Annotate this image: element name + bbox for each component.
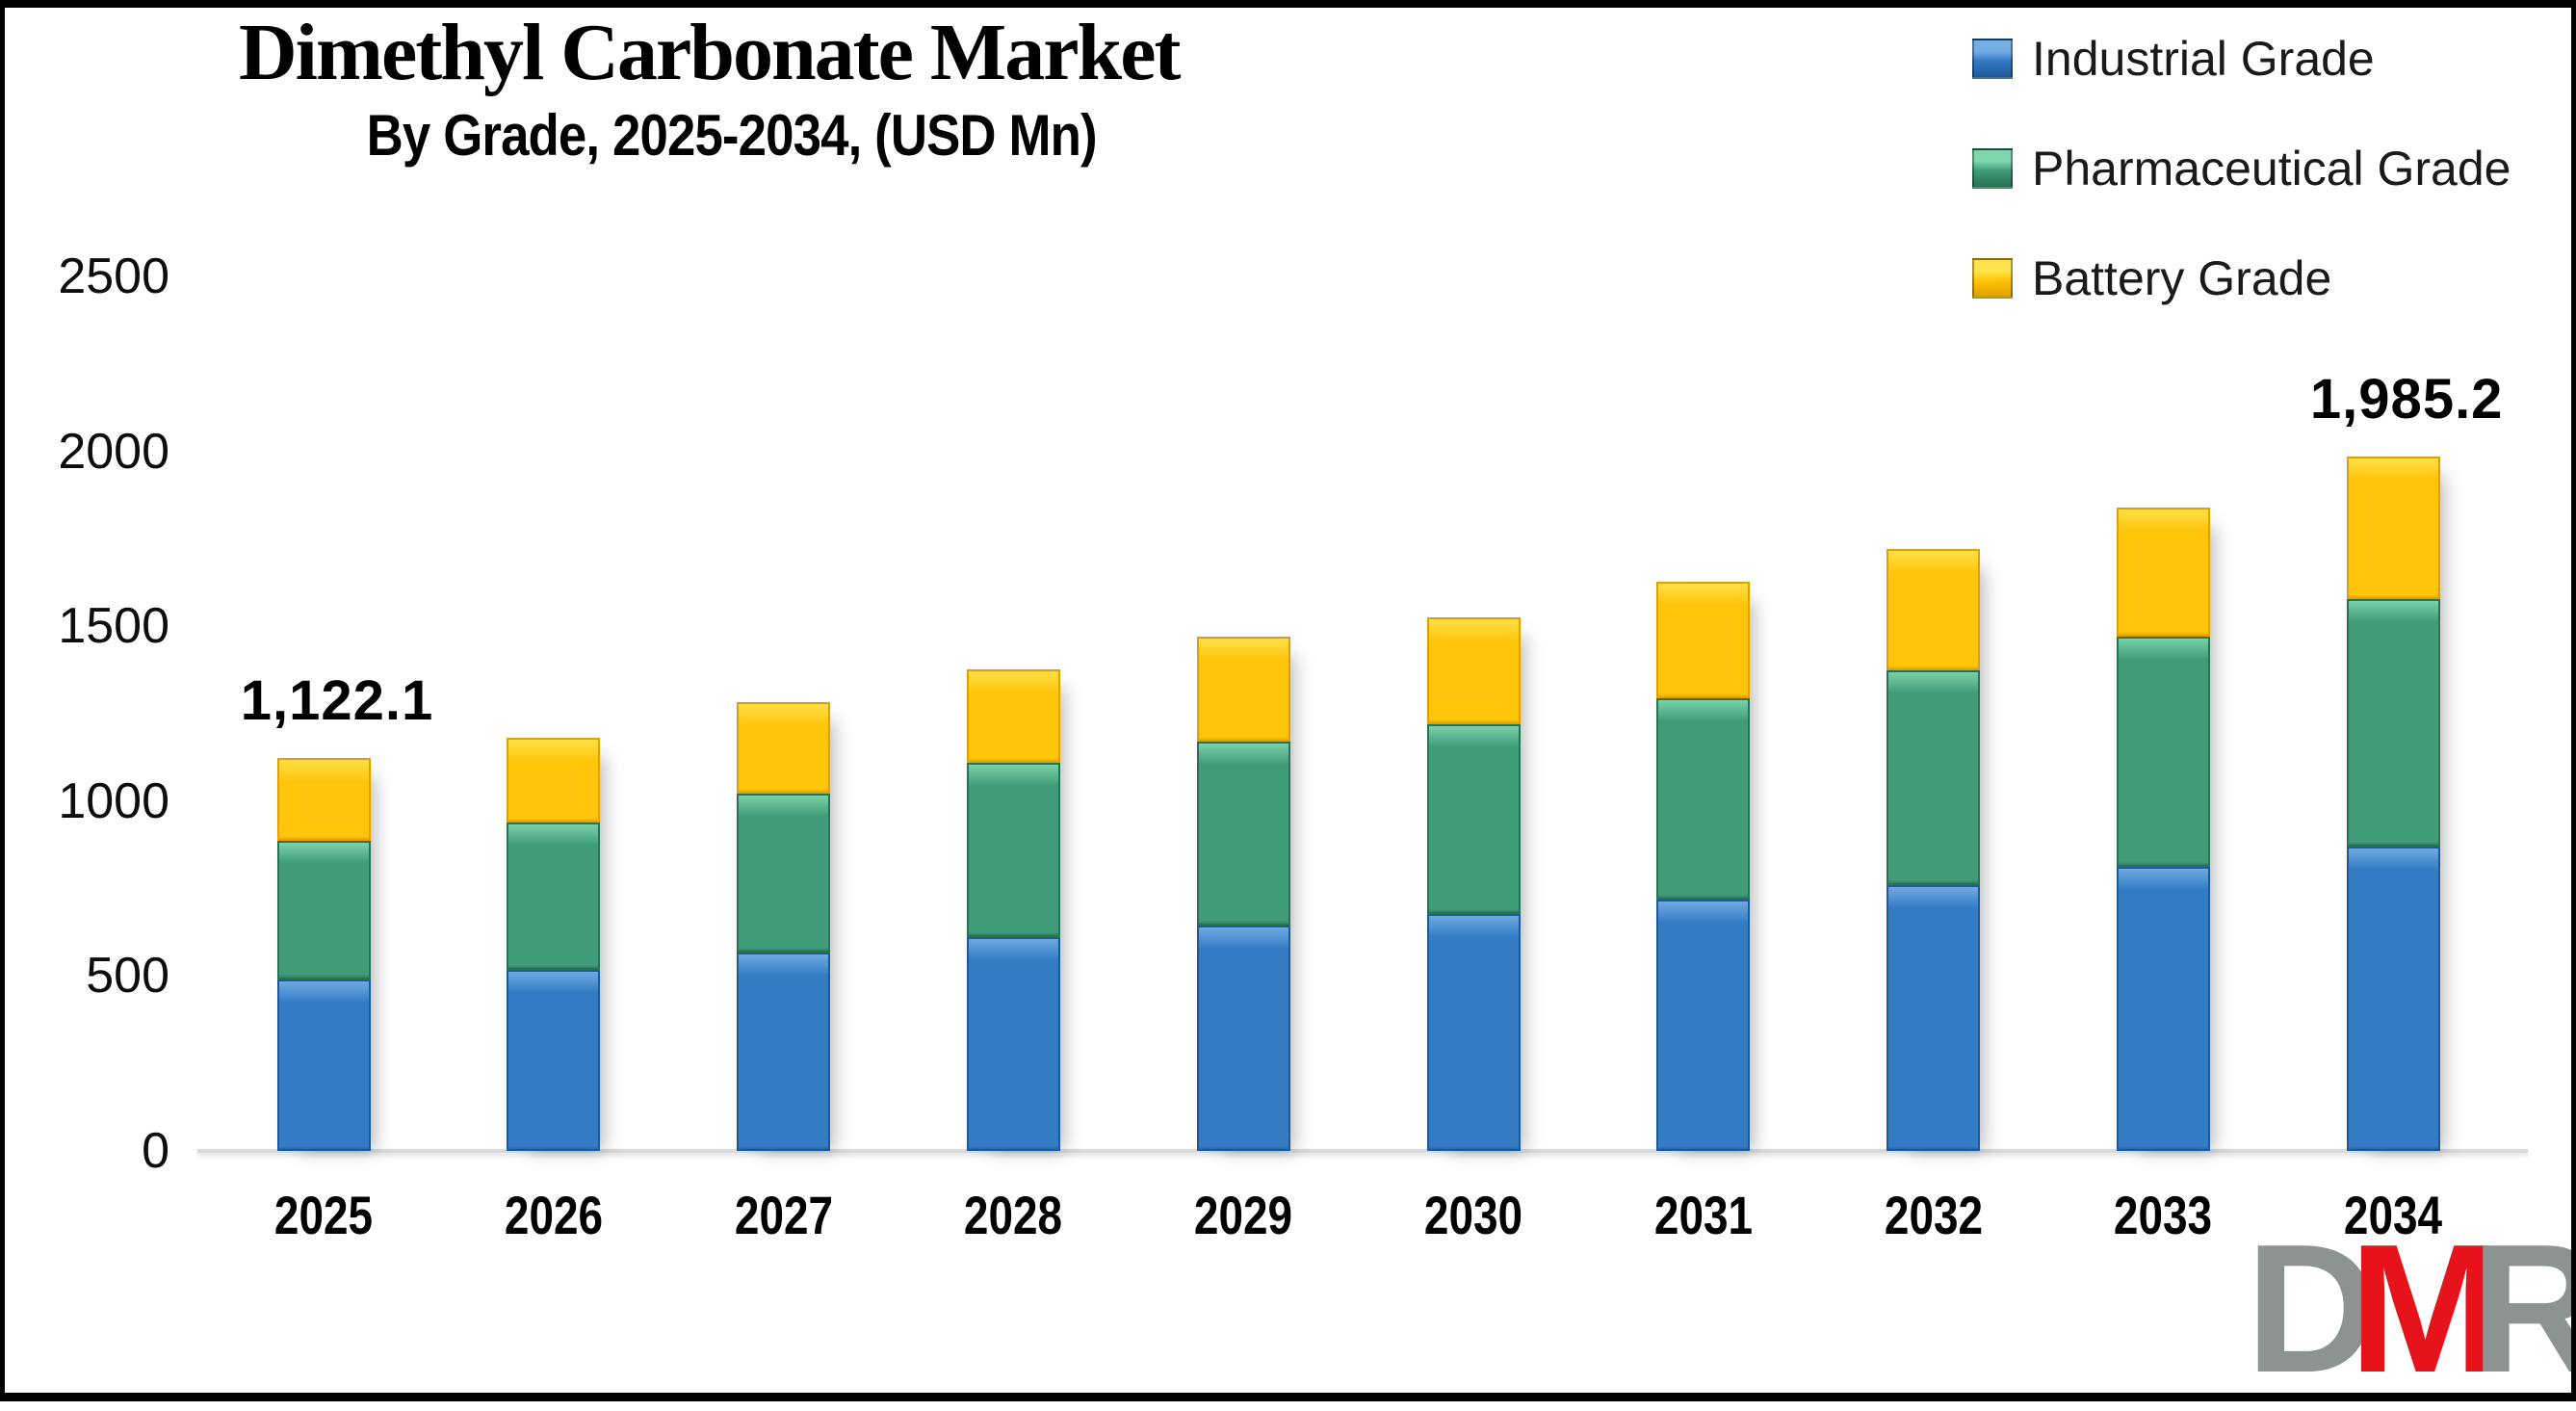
bar-2026-battery-grade-segment: [507, 738, 600, 823]
y-axis-tick-500: 500: [27, 951, 169, 1001]
bar-2032-pharmaceutical-grade-segment: [1886, 670, 1980, 885]
bar-2028-battery-grade-segment: [967, 669, 1060, 763]
x-axis-label-2032: 2032: [1885, 1189, 1983, 1242]
bar-2032-battery-grade-segment: [1886, 549, 1980, 670]
bar-2025-battery-grade-segment: [277, 758, 371, 841]
y-axis-tick-1000: 1000: [27, 776, 169, 826]
logo-letter-r: R: [2471, 1235, 2576, 1385]
legend-item-battery-grade: Battery Grade: [1972, 250, 2511, 306]
bar-2028-pharmaceutical-grade-segment: [967, 763, 1060, 937]
bar-2028-industrial-grade-segment: [967, 937, 1060, 1151]
x-axis-label-2025: 2025: [274, 1189, 373, 1242]
bar-2033-battery-grade-segment: [2117, 508, 2210, 637]
data-label-2025: 1,122.1: [241, 673, 434, 729]
x-axis-label-2033: 2033: [2114, 1189, 2212, 1242]
dmr-logo: DMR: [2246, 1235, 2576, 1385]
bar-2025: [277, 758, 371, 1151]
data-label-2034: 1,985.2: [2310, 372, 2504, 428]
bar-2033-pharmaceutical-grade-segment: [2117, 637, 2210, 867]
legend-label-pharmaceutical-grade: Pharmaceutical Grade: [2032, 141, 2511, 196]
x-axis-label-2027: 2027: [735, 1189, 833, 1242]
bar-2027-pharmaceutical-grade-segment: [737, 794, 830, 953]
bar-2027-battery-grade-segment: [737, 702, 830, 794]
y-axis-tick-0: 0: [27, 1126, 169, 1176]
bar-2026-pharmaceutical-grade-segment: [507, 823, 600, 970]
legend-swatch-industrial-grade: [1972, 39, 2013, 79]
bar-2027-industrial-grade-segment: [737, 953, 830, 1151]
bar-2029: [1197, 637, 1290, 1151]
bar-2026: [507, 738, 600, 1151]
bar-2029-industrial-grade-segment: [1197, 926, 1290, 1151]
bar-2030-pharmaceutical-grade-segment: [1427, 724, 1521, 914]
chart-title: Dimethyl Carbonate Market: [239, 6, 1179, 99]
logo-letter-d: D: [2246, 1235, 2364, 1385]
bar-2030: [1427, 617, 1521, 1151]
legend-label-battery-grade: Battery Grade: [2032, 250, 2331, 306]
bar-2031-industrial-grade-segment: [1656, 900, 1750, 1151]
legend-swatch-pharmaceutical-grade: [1972, 148, 2013, 189]
y-axis-tick-2500: 2500: [27, 251, 169, 301]
chart-subtitle-wrap: By Grade, 2025-2034, (USD Mn): [231, 102, 1233, 169]
bar-2034-pharmaceutical-grade-segment: [2347, 599, 2440, 847]
bar-2031-battery-grade-segment: [1656, 582, 1750, 698]
legend-item-industrial-grade: Industrial Grade: [1972, 31, 2511, 87]
bar-2025-industrial-grade-segment: [277, 980, 371, 1151]
bar-2025-pharmaceutical-grade-segment: [277, 841, 371, 980]
bar-2029-pharmaceutical-grade-segment: [1197, 742, 1290, 926]
x-axis-label-2029: 2029: [1194, 1189, 1292, 1242]
bar-2026-industrial-grade-segment: [507, 970, 600, 1151]
logo-letter-m: M: [2349, 1235, 2487, 1385]
bar-2027: [737, 702, 830, 1151]
x-axis-label-2031: 2031: [1654, 1189, 1753, 1242]
x-axis-label-2026: 2026: [505, 1189, 603, 1242]
bar-2031: [1656, 582, 1750, 1151]
bar-2030-industrial-grade-segment: [1427, 914, 1521, 1151]
bar-2031-pharmaceutical-grade-segment: [1656, 698, 1750, 900]
legend-swatch-battery-grade: [1972, 258, 2013, 299]
x-axis-label-2028: 2028: [964, 1189, 1062, 1242]
bar-2028: [967, 669, 1060, 1151]
bar-2034-industrial-grade-segment: [2347, 847, 2440, 1151]
bar-2032-industrial-grade-segment: [1886, 885, 1980, 1151]
legend: Industrial Grade Pharmaceutical Grade Batt…: [1972, 31, 2511, 306]
bar-2032: [1886, 549, 1980, 1151]
bar-2030-battery-grade-segment: [1427, 617, 1521, 724]
bar-2033-industrial-grade-segment: [2117, 867, 2210, 1151]
y-axis-tick-2000: 2000: [27, 427, 169, 477]
bar-2034: [2347, 457, 2440, 1151]
y-axis-tick-1500: 1500: [27, 601, 169, 651]
legend-item-pharmaceutical-grade: Pharmaceutical Grade: [1972, 141, 2511, 196]
bar-2034-battery-grade-segment: [2347, 457, 2440, 599]
bar-2029-battery-grade-segment: [1197, 637, 1290, 742]
chart-subtitle: By Grade, 2025-2034, (USD Mn): [367, 102, 1097, 169]
x-axis-label-2030: 2030: [1424, 1189, 1522, 1242]
legend-label-industrial-grade: Industrial Grade: [2032, 31, 2375, 87]
bar-2033: [2117, 508, 2210, 1151]
